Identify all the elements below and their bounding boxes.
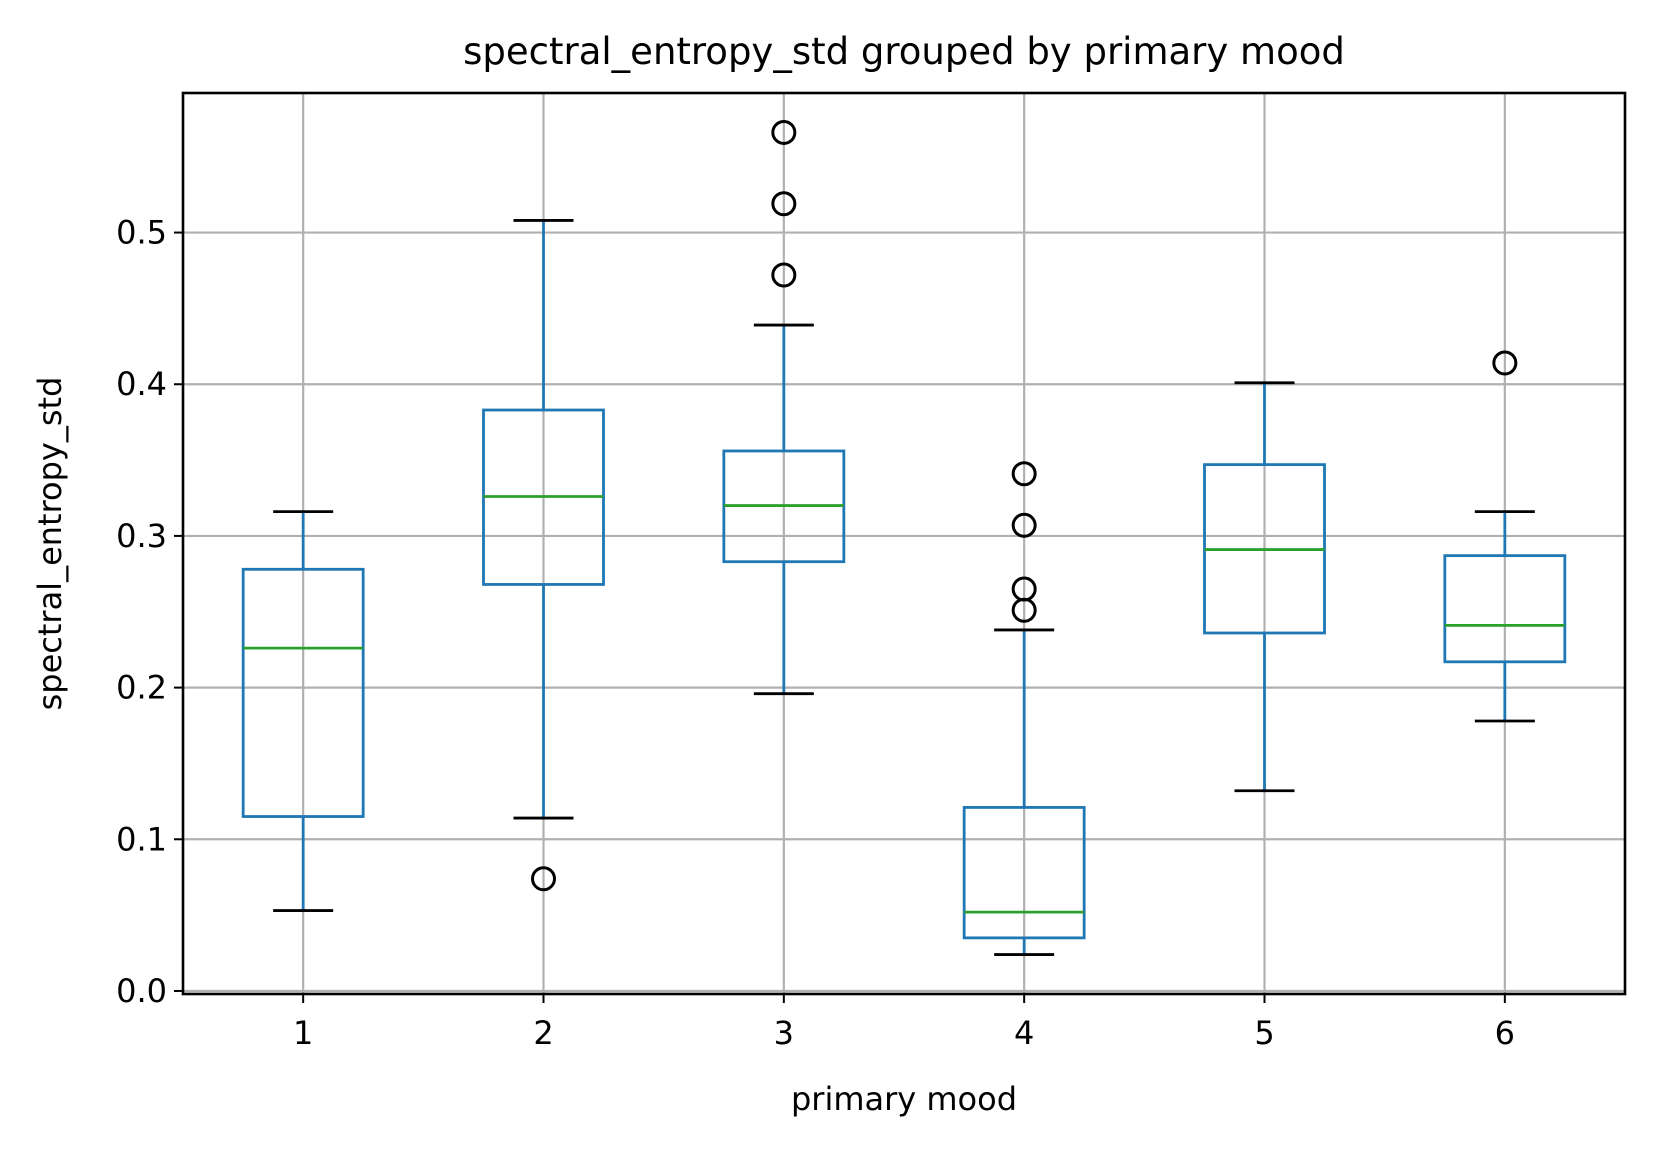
outlier-point bbox=[1011, 512, 1037, 538]
box-group-5 bbox=[1203, 381, 1326, 793]
box-group-4 bbox=[962, 461, 1086, 956]
x-tick-label: 3 bbox=[774, 1014, 794, 1052]
iqr-box bbox=[1443, 554, 1567, 664]
outlier-point bbox=[771, 191, 797, 217]
x-tick-label: 6 bbox=[1495, 1014, 1515, 1052]
box-group-1 bbox=[241, 510, 365, 912]
x-tick-label: 5 bbox=[1254, 1014, 1274, 1052]
iqr-box bbox=[962, 806, 1086, 940]
y-tick-label: 0.0 bbox=[116, 972, 167, 1010]
outlier-point bbox=[1011, 461, 1037, 487]
boxes bbox=[241, 119, 1567, 956]
x-axis-title: primary mood bbox=[791, 1080, 1017, 1118]
y-tick-label: 0.2 bbox=[116, 669, 167, 707]
outlier-point bbox=[771, 119, 797, 145]
y-tick-label: 0.4 bbox=[116, 365, 167, 403]
y-axis-title: spectral_entropy_std bbox=[31, 377, 69, 711]
box-group-2 bbox=[482, 219, 605, 892]
outlier-point bbox=[1492, 350, 1518, 376]
x-tick-label: 4 bbox=[1014, 1014, 1034, 1052]
outlier-point bbox=[531, 866, 556, 892]
outlier-point bbox=[771, 262, 797, 288]
x-tick-label: 2 bbox=[533, 1014, 553, 1052]
y-tick-label: 0.1 bbox=[116, 820, 167, 858]
ticks: 0.0 0.1 0.2 0.3 0.4 0.5 1 2 3 4 5 6 bbox=[116, 214, 1515, 1052]
y-tick-label: 0.5 bbox=[116, 214, 167, 252]
box-group-3 bbox=[722, 119, 846, 696]
box-group-6 bbox=[1443, 350, 1567, 723]
x-tick-label: 1 bbox=[293, 1014, 313, 1052]
chart-title: spectral_entropy_std grouped by primary … bbox=[463, 30, 1345, 73]
y-tick-label: 0.3 bbox=[116, 517, 167, 555]
outlier-point bbox=[1011, 576, 1037, 602]
axes-frame bbox=[181, 91, 1627, 996]
grid-lines bbox=[183, 93, 1625, 994]
iqr-box bbox=[241, 567, 365, 818]
